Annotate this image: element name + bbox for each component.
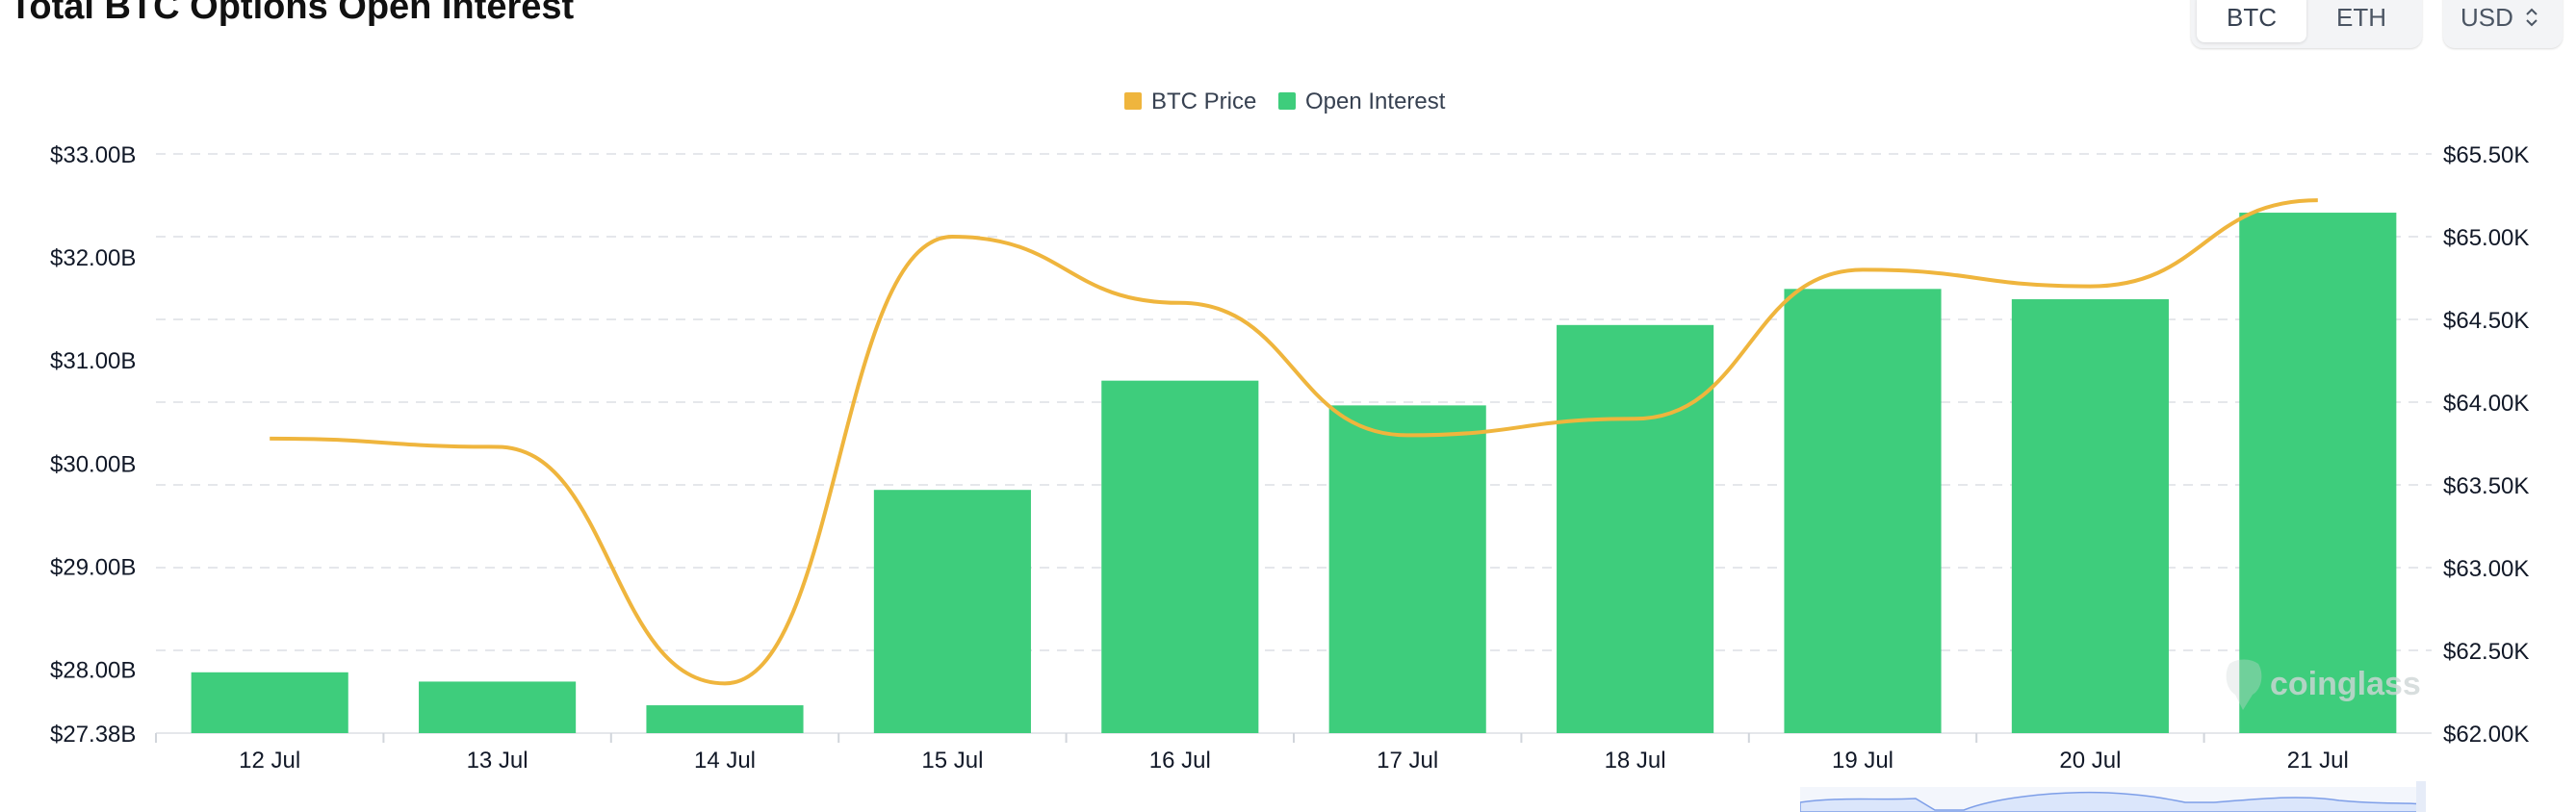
x-axis-tick: 20 Jul [2059, 748, 2121, 774]
legend-label: BTC Price [1151, 89, 1256, 114]
bar-12-jul [191, 672, 348, 733]
watermark-text: coinglass [2270, 666, 2421, 702]
bar-18-jul [1557, 324, 1714, 733]
x-axis-ticks: 12 Jul 13 Jul 14 Jul 15 Jul 16 Jul 17 Jul 18 J… [155, 733, 2349, 774]
left-axis-tick: $27.38B [50, 722, 136, 748]
bar-15-jul [873, 490, 1031, 733]
x-axis-tick: 15 Jul [921, 748, 983, 774]
btc-price-line [270, 198, 2318, 686]
bar-19-jul [1784, 289, 1942, 733]
asset-toggle: BTC ETH [2191, 0, 2422, 48]
legend-swatch [1278, 92, 1296, 110]
legend-swatch [1124, 92, 1142, 110]
left-axis-tick: $28.00B [50, 658, 136, 684]
data-zoom-slider[interactable] [1800, 781, 2426, 812]
left-axis-ticks: $27.38B $28.00B $29.00B $30.00B $31.00B $32.0… [50, 142, 136, 748]
watermark-group: coinglass [2226, 659, 2421, 710]
bar-13-jul [419, 681, 577, 733]
left-axis-tick: $32.00B [50, 245, 136, 271]
x-axis-tick: 14 Jul [694, 748, 756, 774]
line-series [270, 198, 2318, 686]
x-axis-tick: 13 Jul [467, 748, 528, 774]
bar-17-jul [1328, 405, 1486, 733]
chart-legend: BTC Price Open Interest [1124, 89, 1446, 114]
currency-select-value: USD [2460, 2, 2513, 32]
right-axis-tick: $64.50K [2443, 308, 2529, 334]
bar-20-jul [2011, 299, 2169, 733]
coinglass-logo-icon [2226, 659, 2262, 710]
x-axis-tick: 19 Jul [1832, 748, 1893, 774]
right-axis-ticks: $62.00K $62.50K $63.00K $63.50K $64.00K $64.5… [2443, 142, 2529, 748]
x-axis-tick: 21 Jul [2287, 748, 2349, 774]
right-axis-tick: $63.00K [2443, 556, 2529, 582]
left-axis-tick: $33.00B [50, 142, 136, 168]
x-axis-tick: 18 Jul [1605, 748, 1666, 774]
x-axis-tick: 12 Jul [239, 748, 300, 774]
right-axis-tick: $62.50K [2443, 639, 2529, 665]
legend-label: Open Interest [1305, 89, 1446, 114]
right-axis-tick: $62.00K [2443, 722, 2529, 748]
right-axis-tick: $63.50K [2443, 473, 2529, 499]
right-axis-tick: $65.50K [2443, 142, 2529, 168]
eth-toggle-button[interactable]: ETH [2336, 2, 2386, 32]
bar-16-jul [1101, 380, 1259, 733]
x-axis-tick: 16 Jul [1149, 748, 1211, 774]
x-axis-tick: 17 Jul [1377, 748, 1438, 774]
logo-shape [2226, 659, 2262, 710]
left-axis-tick: $31.00B [50, 348, 136, 374]
right-axis-tick: $65.00K [2443, 225, 2529, 251]
btc-toggle-button[interactable]: BTC [2197, 0, 2306, 42]
bar-14-jul [646, 705, 804, 733]
bar-21-jul [2239, 213, 2397, 733]
left-axis-tick: $30.00B [50, 451, 136, 477]
chevron-updown-icon [2525, 6, 2538, 29]
currency-select[interactable]: USD [2443, 0, 2563, 48]
left-axis-tick: $29.00B [50, 554, 136, 580]
right-axis-tick: $64.00K [2443, 391, 2529, 417]
page-title: Total BTC Options Open Interest [10, 0, 575, 27]
bar-series [191, 213, 2397, 733]
